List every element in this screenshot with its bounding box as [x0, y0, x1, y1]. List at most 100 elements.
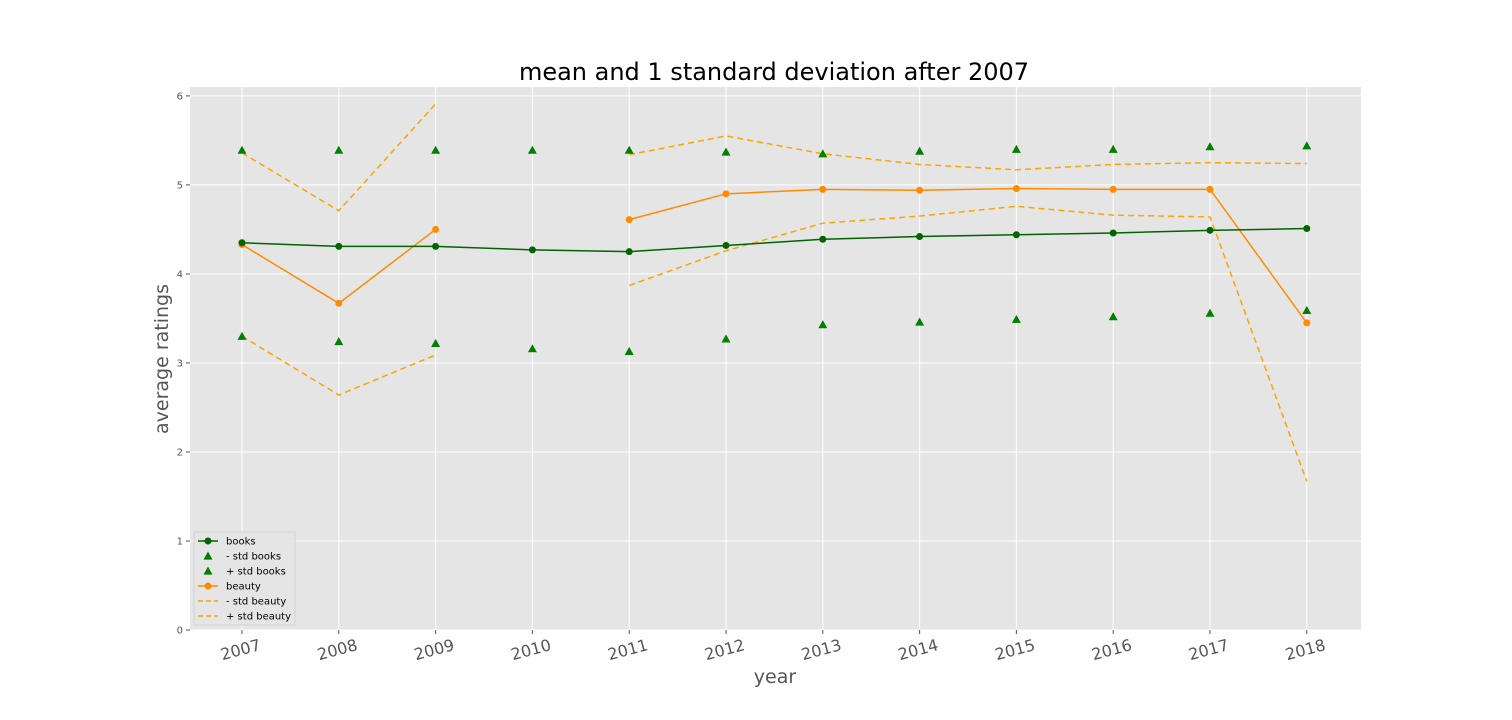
data-point-std-books [721, 334, 731, 343]
data-point-std-books [624, 346, 634, 355]
data-point-std-books [237, 331, 247, 340]
data-point-books [1109, 229, 1117, 237]
series-line-std-beauty [628, 205, 1308, 482]
legend-item-std-beauty: + std beauty [198, 612, 291, 623]
data-point-std-books [915, 146, 925, 155]
data-point-std-books [1108, 312, 1118, 321]
data-point-std-books [237, 145, 247, 154]
series-line-std-beauty [241, 335, 436, 396]
legend-label: books [226, 537, 256, 548]
data-point-beauty [1109, 185, 1117, 193]
data-point-beauty [916, 186, 924, 194]
legend: books - std books + std books beauty - std b… [193, 531, 296, 626]
data-point-std-books [915, 317, 925, 326]
data-point-std-books [1205, 142, 1215, 151]
legend-item-std-books: + std books [203, 566, 286, 578]
data-point-std-books [1205, 308, 1215, 317]
data-point-std-books [431, 145, 441, 154]
x-tick-label: 2009 [412, 635, 456, 664]
y-tick-label: 3 [177, 358, 183, 369]
legend-swatch-marker [203, 566, 213, 575]
y-tick-label: 4 [177, 269, 183, 280]
data-point-beauty [1012, 184, 1020, 192]
legend-label: beauty [226, 582, 261, 593]
data-point-beauty [1206, 185, 1214, 193]
series-line-books [241, 227, 1307, 253]
x-axis-ticks: 2007 2008 2009 2010 2011 2012 2013 2014 2015 2016… [218, 630, 1328, 664]
legend-item-std-books: - std books [203, 551, 281, 563]
data-point-std-books [527, 344, 537, 353]
data-point-books [1206, 226, 1214, 234]
data-point-std-books [334, 145, 344, 154]
series-std-beauty [241, 103, 1307, 212]
legend-swatch-marker [203, 551, 213, 560]
legend-swatch-marker [204, 582, 212, 590]
series-std-books [237, 305, 1312, 355]
data-point-std-books [818, 149, 828, 158]
x-tick-label: 2008 [315, 635, 359, 664]
x-tick-label: 2017 [1186, 635, 1230, 664]
legend-label: - std books [226, 552, 281, 563]
data-point-std-books [818, 320, 828, 329]
data-point-beauty [1303, 319, 1311, 327]
x-tick-label: 2014 [896, 635, 940, 664]
legend-label: + std books [226, 567, 286, 578]
x-tick-label: 2018 [1283, 635, 1327, 664]
data-point-std-books [624, 145, 634, 154]
legend-box [193, 531, 296, 626]
series-line-beauty [629, 187, 1308, 324]
y-tick-label: 0 [177, 626, 183, 637]
legend-item-std-beauty: - std beauty [198, 597, 286, 608]
legend-label: + std beauty [226, 612, 291, 623]
data-point-beauty [432, 225, 440, 233]
data-point-std-books [527, 145, 537, 154]
x-tick-label: 2012 [702, 635, 746, 664]
data-point-books [819, 235, 827, 243]
data-point-std-books [1302, 305, 1312, 315]
data-point-std-books [1011, 314, 1021, 323]
series-line-std-beauty [241, 103, 437, 212]
x-tick-label: 2010 [509, 635, 553, 664]
data-point-books [528, 246, 536, 254]
y-axis-label: average ratings [151, 284, 173, 434]
data-point-books [916, 233, 924, 241]
data-point-books [1303, 225, 1311, 233]
data-point-books [722, 241, 730, 249]
y-tick-label: 1 [177, 536, 183, 547]
data-point-books [625, 248, 633, 256]
y-tick-label: 2 [177, 447, 183, 458]
x-tick-label: 2013 [799, 635, 843, 664]
data-point-books [1012, 231, 1020, 239]
series-beauty [238, 184, 1311, 327]
data-point-std-books [431, 338, 441, 347]
data-point-beauty [625, 216, 633, 224]
series-layer [237, 103, 1312, 482]
data-point-books [238, 239, 246, 247]
plot-area [190, 87, 1361, 630]
legend-item-beauty: beauty [198, 582, 261, 593]
x-axis-label: year [754, 666, 797, 688]
data-point-std-books [334, 337, 344, 346]
grid [190, 87, 1361, 631]
legend-label: - std beauty [226, 597, 286, 608]
y-tick-label: 5 [177, 180, 183, 191]
data-point-books [432, 242, 440, 250]
legend-item-books: books [198, 537, 256, 548]
x-tick-label: 2016 [1090, 635, 1134, 664]
x-tick-label: 2011 [606, 635, 650, 664]
x-tick-label: 2015 [993, 635, 1037, 664]
data-point-beauty [722, 190, 730, 198]
chart-title: mean and 1 standard deviation after 2007 [519, 58, 1029, 86]
legend-swatch-marker [204, 537, 212, 545]
data-point-std-books [1011, 144, 1021, 153]
x-tick-label: 2007 [218, 635, 262, 664]
data-point-beauty [819, 185, 827, 193]
data-point-std-books [1108, 144, 1118, 153]
series-std-books [237, 141, 1312, 158]
y-axis-ticks: 0 1 2 3 4 5 6 [177, 91, 190, 637]
y-tick-label: 6 [177, 91, 183, 102]
series-books [238, 225, 1311, 256]
series-std-beauty [241, 205, 1308, 482]
